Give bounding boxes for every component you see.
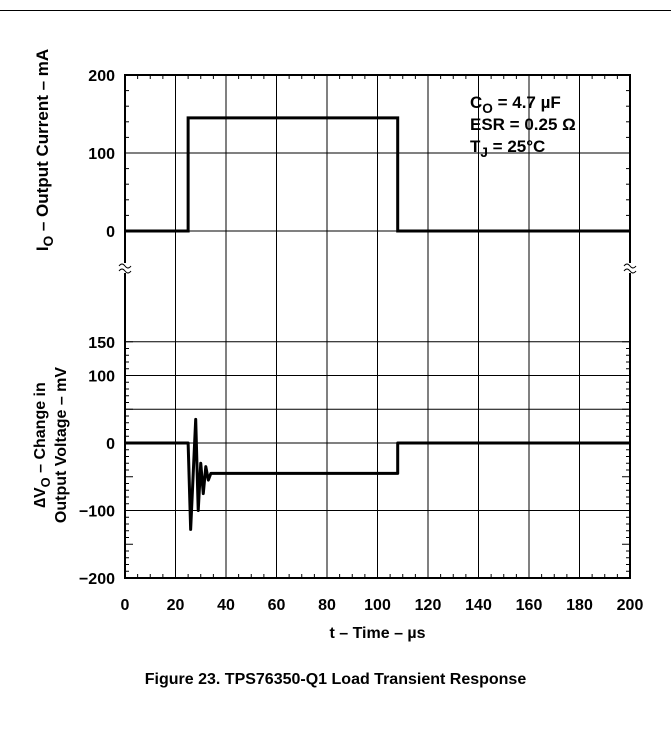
x-tick-label: 0 xyxy=(121,597,130,614)
axis-break-gap xyxy=(119,263,131,273)
x-tick-label: 100 xyxy=(364,597,391,614)
x-tick-label: 80 xyxy=(318,597,336,614)
x-tick-label: 180 xyxy=(566,597,593,614)
x-tick-label: 20 xyxy=(167,597,185,614)
x-tick-label: 140 xyxy=(465,597,492,614)
load-transient-chart: 0 20 40 60 80 100 120 140 160 180 200 0 100 200 −200 −1… xyxy=(32,49,644,642)
y-tick-label: 150 xyxy=(88,335,115,352)
output-current-trace xyxy=(125,116,630,233)
voltage-axis-label-line1: ∆VO – Change in xyxy=(32,382,53,508)
figure-caption: Figure 23. TPS76350-Q1 Load Transient Re… xyxy=(144,671,527,688)
y-tick-label: 200 xyxy=(88,68,115,85)
y-tick-label: 100 xyxy=(88,369,115,386)
annotation-line: ESR = 0.25 Ω xyxy=(470,115,576,134)
x-tick-label: 120 xyxy=(415,597,442,614)
x-tick-label: 160 xyxy=(516,597,543,614)
y-tick-label: 100 xyxy=(88,146,115,163)
y-tick-label: −100 xyxy=(79,504,115,521)
current-axis-label: IO – Output Current – mA xyxy=(33,49,56,251)
axis-break-mark xyxy=(118,263,132,274)
y-tick-label: 0 xyxy=(106,224,115,241)
voltage-axis-label-line2: Output Voltage – mV xyxy=(53,367,70,523)
output-voltage-trace xyxy=(125,417,630,531)
x-tick-label: 200 xyxy=(617,597,644,614)
annotation-line: CO = 4.7 µF xyxy=(470,93,561,116)
y-tick-label: −200 xyxy=(79,571,115,588)
top-rule xyxy=(0,10,671,11)
axis-break-mark xyxy=(623,263,637,274)
y-tick-label: 0 xyxy=(106,436,115,453)
x-axis-label: t – Time – µs xyxy=(329,625,425,642)
annotation-line: TJ = 25°C xyxy=(470,137,545,160)
axis-break-gap xyxy=(624,263,636,273)
x-tick-label: 60 xyxy=(268,597,286,614)
x-tick-label: 40 xyxy=(217,597,235,614)
